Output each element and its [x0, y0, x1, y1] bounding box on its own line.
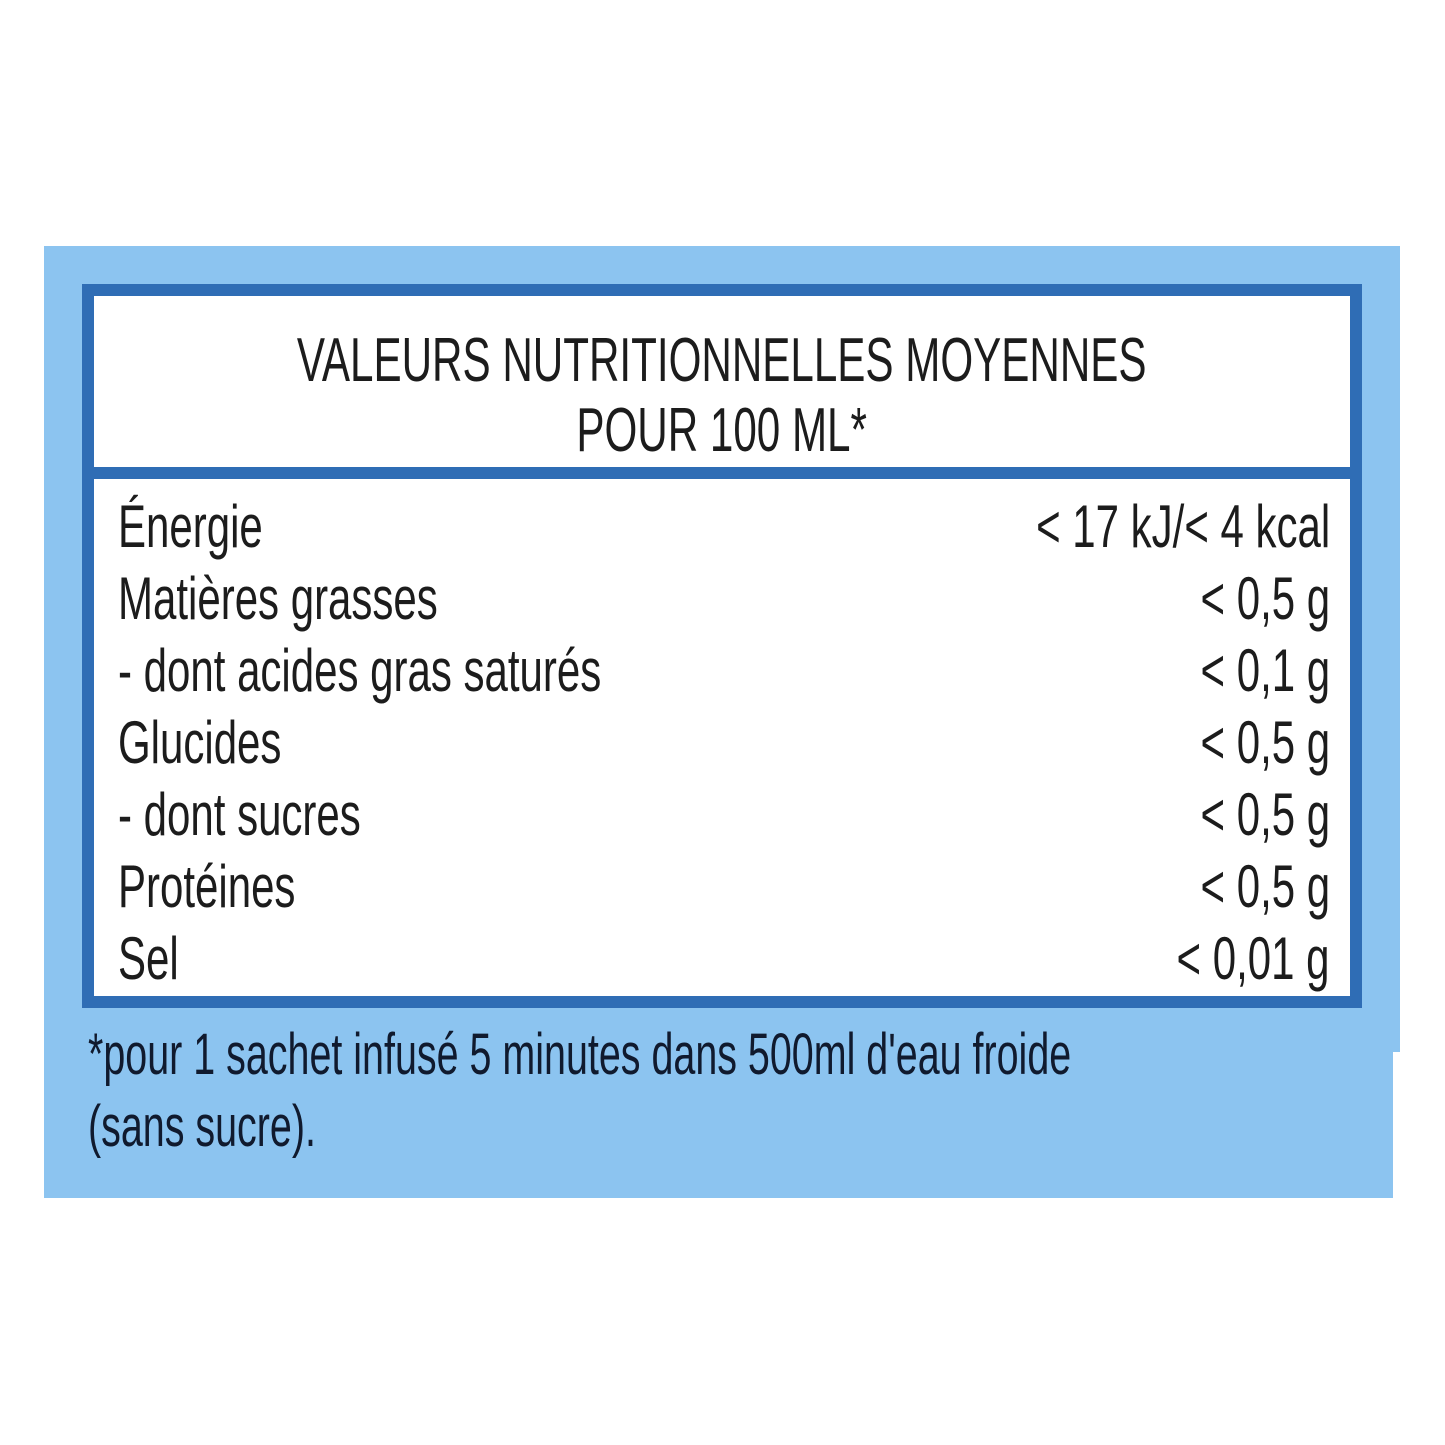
nutrient-label: Protéines — [118, 853, 296, 920]
nutrient-row-saturated-fat: - dont acides gras saturés < 0,1 g — [94, 635, 1350, 707]
footnote-text-2: (sans sucre). — [88, 1094, 316, 1159]
nutrient-value: < 17 kJ/< 4 kcal — [1035, 493, 1330, 560]
nutrient-rows: Énergie < 17 kJ/< 4 kcal Matières grasses… — [94, 491, 1350, 995]
nutrient-label: Matières grasses — [118, 565, 438, 632]
footnote-line-1: *pour 1 sachet infusé 5 minutes dans 500… — [88, 1020, 1445, 1090]
header-line-1: VALEURS NUTRITIONNELLES MOYENNES — [297, 326, 1147, 395]
nutrient-label: Énergie — [118, 493, 263, 560]
nutrient-label: - dont acides gras saturés — [118, 637, 602, 704]
nutrient-value: < 0,5 g — [1200, 709, 1330, 776]
nutrient-row-energy: Énergie < 17 kJ/< 4 kcal — [94, 491, 1350, 563]
nutrient-value: < 0,01 g — [1177, 925, 1330, 992]
nutrient-label: Glucides — [118, 709, 282, 776]
header-subtitle: POUR 100 ML* — [94, 396, 1350, 466]
nutrient-row-sugars: - dont sucres < 0,5 g — [94, 779, 1350, 851]
label-background-lower — [44, 1050, 1393, 1198]
nutrient-row-fat: Matières grasses < 0,5 g — [94, 563, 1350, 635]
nutrient-row-salt: Sel < 0,01 g — [94, 923, 1350, 995]
header-title: VALEURS NUTRITIONNELLES MOYENNES — [94, 326, 1350, 396]
footnote-line-2: (sans sucre). — [88, 1092, 423, 1162]
nutrient-value: < 0,1 g — [1200, 637, 1330, 704]
nutrient-value: < 0,5 g — [1200, 565, 1330, 632]
footnote-text-1: *pour 1 sachet infusé 5 minutes dans 500… — [88, 1022, 1072, 1087]
nutrient-value: < 0,5 g — [1200, 781, 1330, 848]
nutrient-label: Sel — [118, 925, 179, 992]
nutrient-row-carbs: Glucides < 0,5 g — [94, 707, 1350, 779]
nutrient-value: < 0,5 g — [1200, 853, 1330, 920]
table-header: VALEURS NUTRITIONNELLES MOYENNES POUR 10… — [94, 296, 1350, 479]
nutrient-label: - dont sucres — [118, 781, 361, 848]
nutrient-row-protein: Protéines < 0,5 g — [94, 851, 1350, 923]
header-line-2: POUR 100 ML* — [576, 396, 868, 465]
nutrition-table: VALEURS NUTRITIONNELLES MOYENNES POUR 10… — [82, 284, 1362, 1008]
